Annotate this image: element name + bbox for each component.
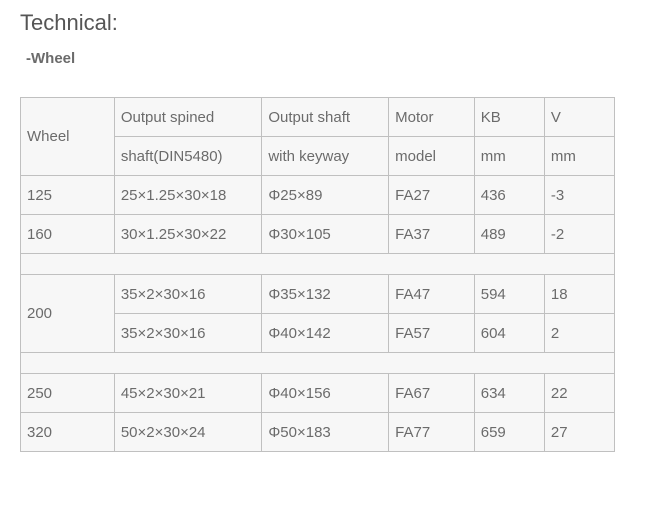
cell-wheel: 125 (21, 176, 115, 215)
cell-shaft: Φ30×105 (262, 215, 389, 254)
th-kb-sub: mm (474, 137, 544, 176)
th-motor-sub: model (389, 137, 475, 176)
table-row: 320 50×2×30×24 Φ50×183 FA77 659 27 (21, 413, 615, 452)
th-wheel: Wheel (21, 98, 115, 176)
th-output-shaft: Output shaft (262, 98, 389, 137)
cell-kb: 489 (474, 215, 544, 254)
wheel-spec-table: Wheel Output spined Output shaft Motor K… (20, 97, 615, 452)
th-output-spined: Output spined (114, 98, 261, 137)
cell-kb: 436 (474, 176, 544, 215)
cell-spined: 30×1.25×30×22 (114, 215, 261, 254)
cell-shaft: Φ35×132 (262, 275, 389, 314)
table-row: 125 25×1.25×30×18 Φ25×89 FA27 436 -3 (21, 176, 615, 215)
cell-shaft: Φ40×156 (262, 374, 389, 413)
cell-motor: FA67 (389, 374, 475, 413)
th-shaft-sub: with keyway (262, 137, 389, 176)
cell-v: 27 (544, 413, 614, 452)
table-row: 250 45×2×30×21 Φ40×156 FA67 634 22 (21, 374, 615, 413)
cell-kb: 659 (474, 413, 544, 452)
cell-kb: 634 (474, 374, 544, 413)
th-spined-sub: shaft(DIN5480) (114, 137, 261, 176)
cell-spined: 45×2×30×21 (114, 374, 261, 413)
th-kb: KB (474, 98, 544, 137)
cell-motor: FA47 (389, 275, 475, 314)
page-title: Technical: (20, 10, 628, 36)
section-subtitle: -Wheel (26, 50, 628, 67)
cell-wheel: 200 (21, 275, 115, 353)
th-v: V (544, 98, 614, 137)
table-spacer-row (21, 254, 615, 275)
cell-spined: 35×2×30×16 (114, 275, 261, 314)
table-spacer-row (21, 353, 615, 374)
table-header-row-1: Wheel Output spined Output shaft Motor K… (21, 98, 615, 137)
cell-wheel: 160 (21, 215, 115, 254)
cell-motor: FA37 (389, 215, 475, 254)
cell-kb: 604 (474, 314, 544, 353)
cell-v: 22 (544, 374, 614, 413)
cell-v: -2 (544, 215, 614, 254)
table-row: 160 30×1.25×30×22 Φ30×105 FA37 489 -2 (21, 215, 615, 254)
th-motor: Motor (389, 98, 475, 137)
th-v-sub: mm (544, 137, 614, 176)
cell-wheel: 320 (21, 413, 115, 452)
cell-spined: 35×2×30×16 (114, 314, 261, 353)
cell-shaft: Φ50×183 (262, 413, 389, 452)
cell-motor: FA57 (389, 314, 475, 353)
cell-v: -3 (544, 176, 614, 215)
spacer-cell (21, 254, 615, 275)
cell-shaft: Φ40×142 (262, 314, 389, 353)
cell-motor: FA27 (389, 176, 475, 215)
cell-motor: FA77 (389, 413, 475, 452)
cell-wheel: 250 (21, 374, 115, 413)
spacer-cell (21, 353, 615, 374)
cell-spined: 25×1.25×30×18 (114, 176, 261, 215)
cell-kb: 594 (474, 275, 544, 314)
cell-v: 18 (544, 275, 614, 314)
cell-spined: 50×2×30×24 (114, 413, 261, 452)
table-row: 200 35×2×30×16 Φ35×132 FA47 594 18 (21, 275, 615, 314)
cell-v: 2 (544, 314, 614, 353)
cell-shaft: Φ25×89 (262, 176, 389, 215)
